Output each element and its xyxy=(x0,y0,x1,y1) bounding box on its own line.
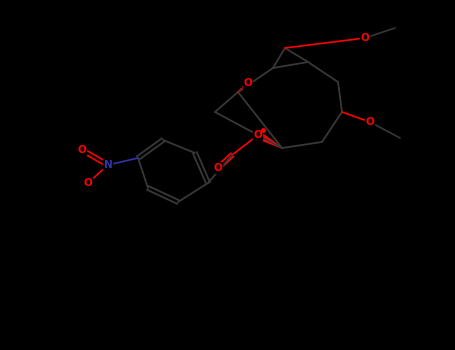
Text: O: O xyxy=(361,33,369,43)
Text: O: O xyxy=(78,145,86,155)
Text: N: N xyxy=(104,160,112,170)
Text: O: O xyxy=(366,117,374,127)
Text: O: O xyxy=(253,130,263,140)
Text: O: O xyxy=(214,163,222,173)
Text: O: O xyxy=(84,178,92,188)
Polygon shape xyxy=(256,132,282,148)
Text: O: O xyxy=(243,78,253,88)
